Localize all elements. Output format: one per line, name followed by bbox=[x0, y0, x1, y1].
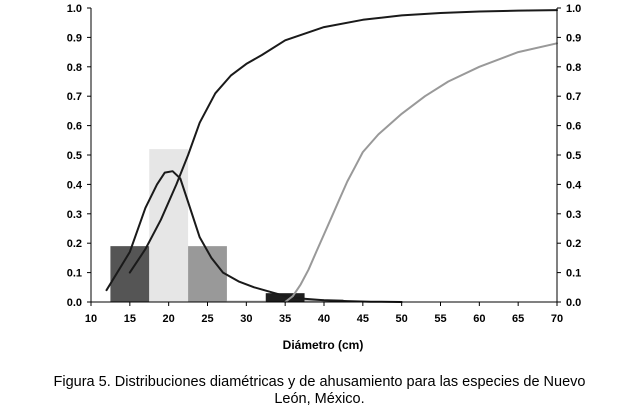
y2-tick-label: 0.3 bbox=[566, 209, 581, 221]
x-tick-label: 40 bbox=[318, 313, 330, 325]
y2-tick-label: 0.7 bbox=[566, 91, 581, 103]
x-tick-label: 50 bbox=[396, 313, 408, 325]
x-tick-label: 55 bbox=[434, 313, 446, 325]
y-tick-label: 0.3 bbox=[67, 209, 82, 221]
x-tick-label: 60 bbox=[473, 313, 485, 325]
y2-tick-label: 0.0 bbox=[566, 297, 581, 309]
x-tick-label: 15 bbox=[124, 313, 136, 325]
x-tick-label: 45 bbox=[357, 313, 369, 325]
y-tick-label: 1.0 bbox=[67, 3, 82, 15]
bars-layer bbox=[110, 149, 344, 302]
cumulative-curve-gray bbox=[284, 42, 558, 303]
axes-layer bbox=[87, 7, 561, 306]
x-tick-label: 10 bbox=[85, 313, 97, 325]
ticks-layer: 0.0 0.1 0.2 0.3 0.4 0.5 0.6 0.7 0.8 0.9 1.0 0.0 0.1 0… bbox=[67, 3, 582, 325]
caption-line-2: León, México. bbox=[274, 391, 365, 407]
x-tick-label: 65 bbox=[512, 313, 524, 325]
bar-4 bbox=[226, 300, 266, 302]
cumulative-curve-black bbox=[128, 9, 558, 274]
x-tick-label: 35 bbox=[279, 313, 291, 325]
x-tick-label: 70 bbox=[551, 313, 563, 325]
chart: 0.0 0.1 0.2 0.3 0.4 0.5 0.6 0.7 0.8 0.9 1.0 0.0 0.1 0… bbox=[67, 3, 582, 352]
y-tick-label: 0.8 bbox=[67, 62, 82, 74]
y2-tick-label: 0.1 bbox=[566, 268, 581, 280]
y-tick-label: 0.0 bbox=[67, 297, 82, 309]
bar-5 bbox=[265, 293, 305, 302]
y2-tick-label: 0.2 bbox=[566, 238, 581, 250]
y2-tick-label: 0.5 bbox=[566, 150, 581, 162]
y-tick-label: 0.5 bbox=[67, 150, 82, 162]
figure-caption: Figura 5. Distribuciones diamétricas y d… bbox=[0, 374, 639, 408]
bar-3 bbox=[188, 246, 227, 302]
y-tick-label: 0.2 bbox=[67, 238, 82, 250]
x-axis-title: Diámetro (cm) bbox=[283, 338, 364, 352]
x-tick-label: 25 bbox=[201, 313, 213, 325]
y-tick-label: 0.7 bbox=[67, 91, 82, 103]
caption-line-1: Figura 5. Distribuciones diamétricas y d… bbox=[53, 374, 586, 390]
y2-tick-label: 0.6 bbox=[566, 121, 581, 133]
x-tick-label: 20 bbox=[163, 313, 175, 325]
x-tick-label: 30 bbox=[240, 313, 252, 325]
y2-tick-label: 1.0 bbox=[566, 3, 581, 15]
y-tick-label: 0.9 bbox=[67, 32, 82, 44]
bar-2 bbox=[149, 149, 189, 302]
lines-layer bbox=[105, 9, 558, 303]
y2-tick-label: 0.9 bbox=[566, 32, 581, 44]
y-tick-label: 0.1 bbox=[67, 268, 82, 280]
y-tick-label: 0.4 bbox=[67, 179, 83, 191]
density-curve bbox=[105, 170, 403, 303]
y2-tick-label: 0.4 bbox=[566, 179, 582, 191]
y-tick-label: 0.6 bbox=[67, 121, 82, 133]
y2-tick-label: 0.8 bbox=[566, 62, 581, 74]
